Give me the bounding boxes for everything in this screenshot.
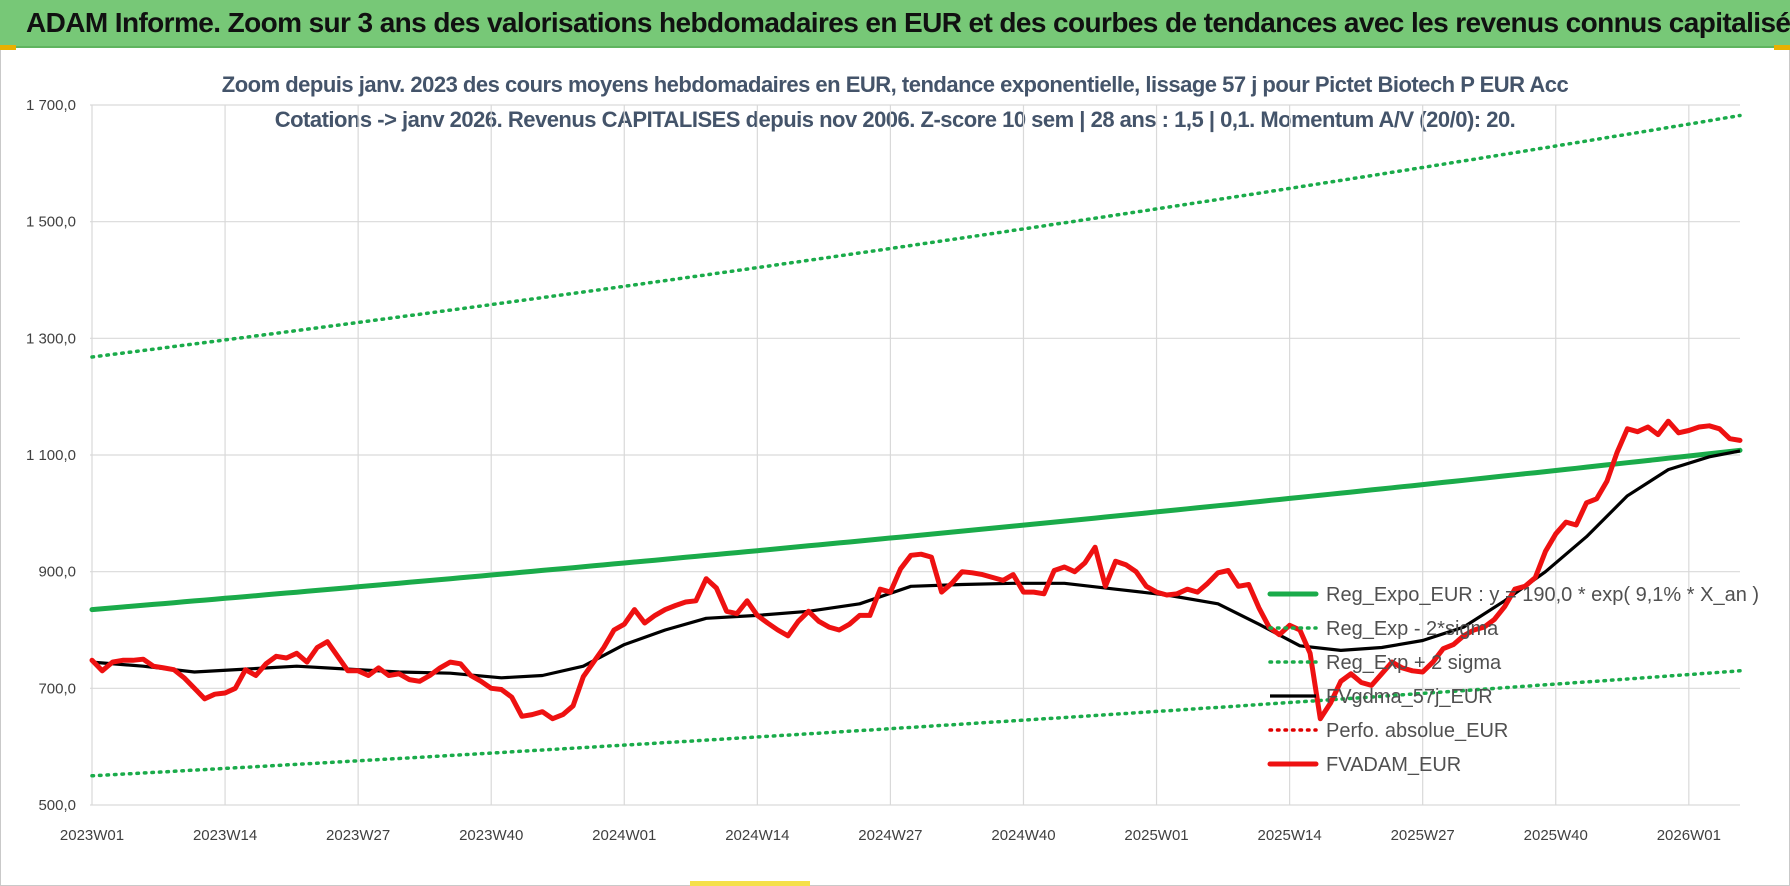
series-line-reg_exp — [90, 669, 1742, 778]
series-line-fvgdma_57j_eur — [91, 449, 1741, 680]
x-tick-label: 2023W40 — [459, 827, 523, 844]
x-tick-label: 2024W40 — [991, 827, 1055, 844]
x-tick-label: 2024W01 — [592, 827, 656, 844]
report-banner: ADAM Informe. Zoom sur 3 ans des valoris… — [0, 0, 1790, 48]
legend-label: Perfo. absolue_EUR — [1326, 720, 1508, 742]
y-tick-label: 1 500,0 — [26, 214, 76, 231]
series-line-reg_exp — [90, 113, 1742, 359]
corner-mark-left — [0, 45, 16, 50]
series-line-fvadam_eur — [89, 418, 1743, 722]
report-title: ADAM Informe. Zoom sur 3 ans des valoris… — [26, 7, 1790, 38]
legend-label: Reg_Exp - 2*sigma — [1326, 618, 1499, 640]
legend-label: FVgdma_57j_EUR — [1326, 686, 1493, 708]
legend-label: Reg_Expo_EUR : y = 190,0 * exp( 9,1% * X… — [1326, 584, 1759, 606]
y-tick-label: 1 100,0 — [26, 447, 76, 464]
corner-mark-right — [1774, 45, 1790, 50]
series-layer — [89, 113, 1743, 778]
grid-layer — [90, 104, 1740, 806]
x-tick-label: 2025W40 — [1524, 827, 1588, 844]
series-line-reg_expo_eur — [89, 447, 1743, 613]
x-tick-label: 2025W01 — [1124, 827, 1188, 844]
x-tick-label: 2024W14 — [725, 827, 789, 844]
x-tick-label: 2025W27 — [1391, 827, 1455, 844]
x-tick-label: 2026W01 — [1657, 827, 1721, 844]
x-axis-ticks: 2023W01 2023W14 2023W27 2023W40 2024W01 2024W… — [60, 827, 1721, 844]
chart-title: Zoom depuis janv. 2023 des cours moyens … — [221, 72, 1569, 97]
y-tick-label: 900,0 — [38, 564, 76, 581]
legend: Reg_Expo_EUR : y = 190,0 * exp( 9,1% * X… — [1267, 584, 1759, 776]
x-tick-label: 2024W27 — [858, 827, 922, 844]
bottom-accent-bar — [690, 881, 810, 886]
x-tick-label: 2025W14 — [1258, 827, 1322, 844]
legend-label: FVADAM_EUR — [1326, 754, 1461, 776]
y-axis-ticks: 500,0 700,0 900,0 1 100,0 1 300,0 1 500,0 1 70… — [26, 97, 76, 814]
x-tick-label: 2023W27 — [326, 827, 390, 844]
legend-label: Reg_Exp + 2 sigma — [1326, 652, 1502, 674]
x-tick-label: 2023W14 — [193, 827, 257, 844]
y-tick-label: 1 700,0 — [26, 97, 76, 114]
y-tick-label: 700,0 — [38, 680, 76, 697]
y-tick-label: 1 300,0 — [26, 330, 76, 347]
y-tick-label: 500,0 — [38, 797, 76, 814]
chart-subtitle: Cotations -> janv 2026. Revenus CAPITALI… — [274, 107, 1516, 132]
x-tick-label: 2023W01 — [60, 827, 124, 844]
